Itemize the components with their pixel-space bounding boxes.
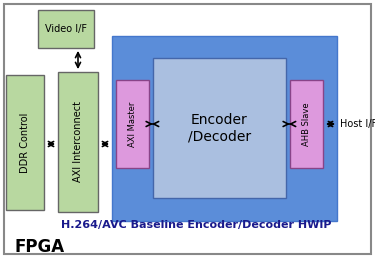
Bar	[58, 72, 98, 212]
Text: Encoder
/Decoder: Encoder /Decoder	[188, 113, 251, 143]
Text: FPGA: FPGA	[14, 238, 64, 256]
Text: AHB Slave: AHB Slave	[302, 102, 311, 146]
Text: AXI Master: AXI Master	[128, 101, 137, 147]
Bar	[290, 80, 323, 168]
Text: Host I/F: Host I/F	[340, 119, 375, 129]
Bar	[6, 75, 44, 210]
Bar	[116, 80, 149, 168]
Text: DDR Control: DDR Control	[20, 112, 30, 173]
Bar	[112, 36, 337, 221]
Text: AXI Interconnect: AXI Interconnect	[73, 102, 83, 183]
Bar	[153, 58, 286, 198]
Text: Video I/F: Video I/F	[45, 24, 87, 34]
Text: H.264/AVC Baseline Encoder/Decoder HWIP: H.264/AVC Baseline Encoder/Decoder HWIP	[61, 220, 331, 230]
Bar	[38, 10, 94, 48]
